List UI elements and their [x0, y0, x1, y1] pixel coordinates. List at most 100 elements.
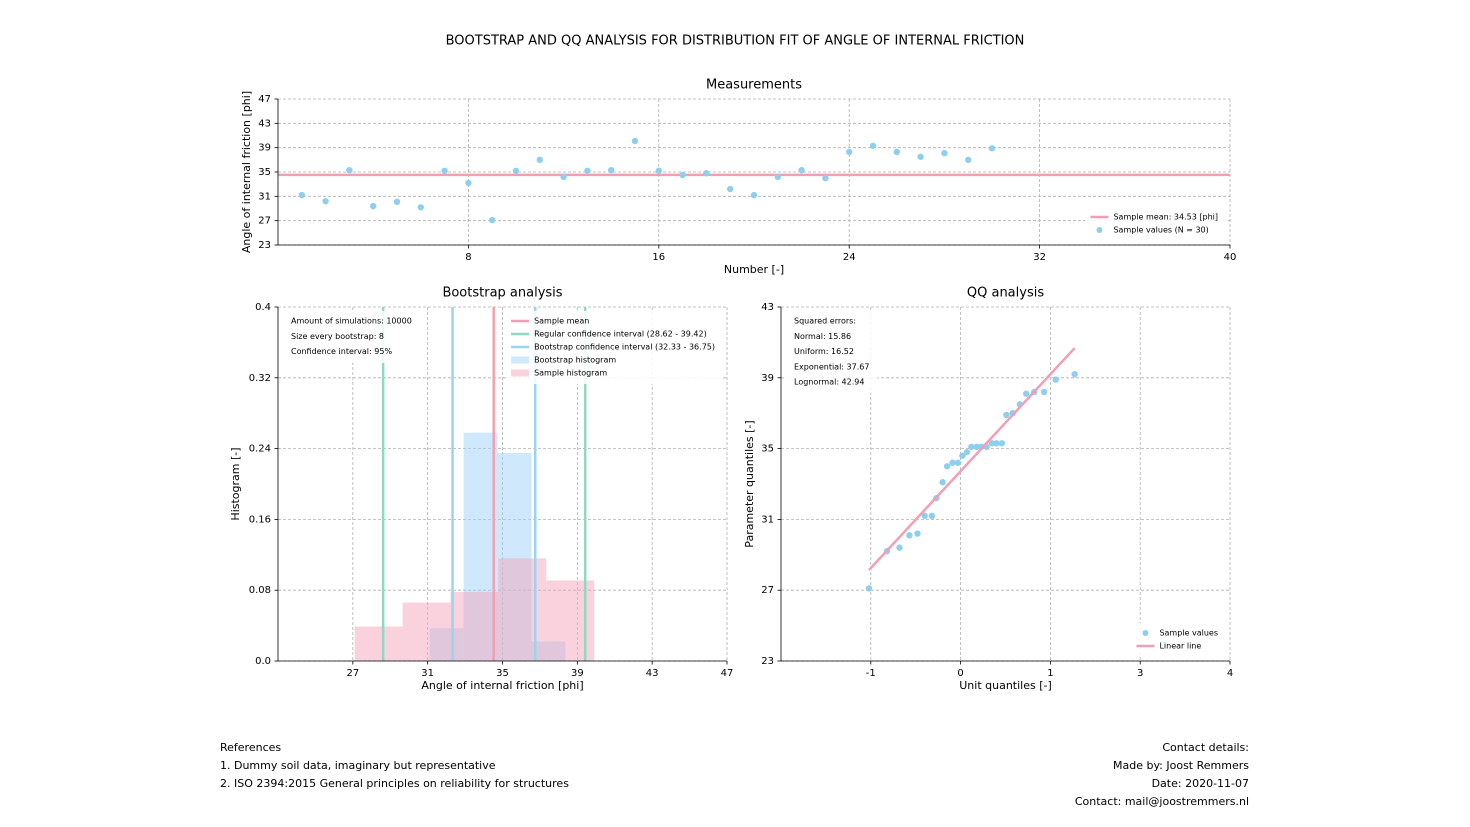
qq-point: [939, 479, 946, 486]
x-tick-label: 35: [496, 668, 509, 679]
y-tick-label: 35: [761, 444, 774, 455]
qq-point: [921, 512, 928, 520]
sample-point: [965, 156, 972, 164]
sample-point: [536, 156, 543, 164]
qq-point: [949, 459, 956, 466]
x-axis-label: Angle of internal friction [phi]: [421, 679, 583, 692]
qq-point: [959, 452, 966, 459]
y-tick-label: 39: [258, 143, 271, 154]
sample-point: [679, 171, 686, 179]
y-tick-label: 0.24: [249, 444, 271, 455]
sample-point: [941, 149, 948, 157]
y-tick-label: 0.16: [249, 514, 271, 525]
sample-point: [703, 170, 710, 177]
x-tick-label: 27: [346, 668, 359, 679]
x-tick-label: 24: [843, 252, 856, 263]
y-tick-label: 23: [761, 656, 774, 667]
contact: Made by: Joost Remmers: [1113, 759, 1249, 772]
sample-point: [822, 174, 829, 182]
x-tick-label: 31: [421, 668, 434, 679]
annotation-box: Squared errors: Normal: 15.86 Uniform: 16.…: [786, 311, 878, 394]
legend-background: [506, 311, 723, 384]
legend-label: Sample mean: 34.53 [phi]: [1113, 213, 1218, 222]
y-tick-label: 23: [258, 240, 271, 251]
legend-swatch: [511, 369, 530, 377]
qq-point: [954, 459, 962, 466]
annotation-background: [283, 311, 420, 363]
y-tick-label: 0.08: [249, 585, 271, 596]
sample-point: [869, 142, 877, 150]
legend-label: Bootstrap histogram: [534, 356, 616, 365]
x-tick-label: 47: [721, 668, 734, 679]
y-axis-label: Histogram [-]: [229, 447, 242, 520]
annotation: Amount of simulations: 10000: [291, 317, 412, 326]
legend: Sample values Linear line: [1131, 623, 1226, 657]
legend-background: [1131, 623, 1226, 657]
reference: References: [220, 741, 281, 754]
qq-point: [914, 530, 921, 537]
x-tick-label: 4: [1227, 668, 1233, 679]
annotation: Exponential: 37.67: [794, 362, 869, 371]
sample-point: [988, 145, 996, 152]
histogram-bar: [498, 558, 547, 661]
x-tick-label: 1: [1047, 668, 1053, 679]
sample-point: [655, 167, 662, 174]
y-tick-label: 47: [258, 94, 271, 105]
y-tick-label: 43: [258, 118, 271, 129]
qq-point: [973, 443, 980, 451]
legend-label: Regular confidence interval (28.62 - 39.…: [534, 330, 707, 339]
fit-line: [868, 347, 1076, 571]
subplot-title: Measurements: [706, 78, 802, 93]
sample-point: [917, 153, 924, 160]
contact: Contact details:: [1162, 741, 1249, 754]
legend-label: Sample values: [1159, 629, 1218, 638]
y-tick-label: 0.0: [255, 656, 271, 667]
x-tick-label: 8: [465, 252, 471, 263]
sample-point: [512, 167, 520, 174]
sample-point: [441, 167, 448, 174]
legend-swatch: [1142, 630, 1149, 636]
sample-point: [560, 173, 567, 181]
x-axis-label: Unit quantiles [-]: [959, 679, 1052, 692]
qq-point: [865, 585, 873, 592]
y-tick-label: 0.4: [255, 302, 271, 313]
contact: Date: 2020-11-07: [1152, 777, 1249, 790]
sample-point: [489, 216, 496, 224]
legend: Sample mean Regular confidence interval (…: [506, 311, 723, 384]
qq-point: [928, 512, 936, 520]
annotation: Uniform: 16.52: [794, 347, 854, 356]
sample-point: [298, 191, 305, 199]
sample-point: [774, 173, 781, 181]
legend-label: Sample histogram: [534, 369, 607, 378]
qq-point: [988, 440, 996, 447]
annotation: Normal: 15.86: [794, 332, 851, 341]
y-axis-label: Parameter quantiles [-]: [743, 420, 756, 547]
annotation-box: Amount of simulations: 10000 Size every b…: [283, 311, 420, 363]
sample-point: [346, 166, 353, 174]
sample-point: [393, 198, 401, 206]
legend-background: [1085, 207, 1226, 241]
legend-label: Linear line: [1159, 642, 1201, 651]
reference: 2. ISO 2394:2015 General principles on r…: [220, 777, 569, 790]
y-axis-label: Angle of internal friction [phi]: [240, 91, 253, 253]
sample-point: [417, 204, 424, 211]
qq-point: [906, 532, 913, 539]
qq-point: [1022, 390, 1030, 397]
y-tick-label: 31: [258, 191, 271, 202]
annotation-background: [786, 311, 878, 394]
annotation: Size every bootstrap: 8: [291, 332, 384, 341]
x-tick-label: 3: [1137, 668, 1143, 679]
sample-point: [750, 191, 758, 199]
sample-point: [846, 148, 853, 156]
legend-label: Sample values (N = 30): [1113, 226, 1208, 235]
sample-point: [798, 166, 805, 174]
histogram-bar: [354, 626, 403, 661]
y-tick-label: 27: [258, 216, 271, 227]
x-axis-label: Number [-]: [724, 263, 784, 276]
x-tick-label: 0: [957, 668, 963, 679]
y-tick-label: 0.32: [249, 373, 271, 384]
sample-point: [465, 179, 472, 187]
reference: 1. Dummy soil data, imaginary but repres…: [220, 759, 496, 772]
